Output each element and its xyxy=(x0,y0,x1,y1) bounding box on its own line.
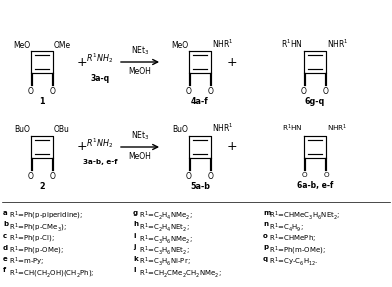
Text: NHR$^1$: NHR$^1$ xyxy=(212,37,234,49)
Text: +: + xyxy=(77,55,87,69)
Text: R$^1$=Ph(p-piperidine);: R$^1$=Ph(p-piperidine); xyxy=(7,210,83,222)
Text: R$^1$=C$_3$H$_6$NEt$_2$;: R$^1$=C$_3$H$_6$NEt$_2$; xyxy=(138,245,190,257)
Text: NEt$_3$: NEt$_3$ xyxy=(131,44,149,57)
Text: MeOH: MeOH xyxy=(129,67,151,76)
Text: O: O xyxy=(50,87,56,96)
Text: O: O xyxy=(28,172,34,181)
Text: R$^1$=m-Py;: R$^1$=m-Py; xyxy=(7,256,45,268)
Text: R$^1$=CHMePh;: R$^1$=CHMePh; xyxy=(267,233,317,245)
Text: k: k xyxy=(133,256,138,262)
Text: h: h xyxy=(133,222,138,228)
Text: a: a xyxy=(3,210,7,216)
Text: 3a-q: 3a-q xyxy=(91,74,109,83)
Text: d: d xyxy=(3,245,8,251)
Text: O: O xyxy=(208,172,214,181)
Text: R$^1$=Cy-C$_6$H$_{12}$.: R$^1$=Cy-C$_6$H$_{12}$. xyxy=(267,256,319,269)
Text: O: O xyxy=(186,87,192,96)
Text: MeO: MeO xyxy=(171,40,188,49)
Text: R$^1$HN: R$^1$HN xyxy=(282,123,303,135)
Text: +: + xyxy=(227,141,237,154)
Text: R$^1$=C$_4$H$_9$;: R$^1$=C$_4$H$_9$; xyxy=(267,222,304,234)
Text: i: i xyxy=(133,233,136,239)
Text: BuO: BuO xyxy=(172,125,188,135)
Text: R$^1$=Ph(m-OMe);: R$^1$=Ph(m-OMe); xyxy=(267,245,327,257)
Text: O: O xyxy=(50,172,56,181)
Text: n: n xyxy=(263,222,268,228)
Text: f: f xyxy=(3,267,6,274)
Text: j: j xyxy=(133,245,136,251)
Text: +: + xyxy=(77,141,87,154)
Text: OBu: OBu xyxy=(54,125,70,135)
Text: R$^1$=C$_3$H$_6$NMe$_2$;: R$^1$=C$_3$H$_6$NMe$_2$; xyxy=(138,233,193,245)
Text: 4a-f: 4a-f xyxy=(191,97,209,106)
Text: o: o xyxy=(263,233,268,239)
Text: O: O xyxy=(208,87,214,96)
Text: e: e xyxy=(3,256,8,262)
Text: R$^1$=CH(CH$_2$OH)(CH$_2$Ph);: R$^1$=CH(CH$_2$OH)(CH$_2$Ph); xyxy=(7,267,95,280)
Text: R$^1$=C$_3$H$_6$Ni-Pr;: R$^1$=C$_3$H$_6$Ni-Pr; xyxy=(138,256,191,269)
Text: $R^1NH_2$: $R^1NH_2$ xyxy=(87,136,114,150)
Text: b: b xyxy=(3,222,8,228)
Text: 2: 2 xyxy=(39,182,45,191)
Text: q: q xyxy=(263,256,268,262)
Text: c: c xyxy=(3,233,7,239)
Text: NHR$^1$: NHR$^1$ xyxy=(327,37,348,49)
Text: 6g-q: 6g-q xyxy=(305,97,325,106)
Text: p: p xyxy=(263,245,268,251)
Text: m: m xyxy=(263,210,270,216)
Text: O: O xyxy=(301,172,307,178)
Text: NHR$^1$: NHR$^1$ xyxy=(212,122,234,135)
Text: MeO: MeO xyxy=(13,40,30,49)
Text: R$^1$=Ph(p-Cl);: R$^1$=Ph(p-Cl); xyxy=(7,233,55,245)
Text: l: l xyxy=(133,267,136,274)
Text: BuO: BuO xyxy=(14,125,30,135)
Text: R$^1$=CH$_2$CMe$_2$CH$_2$NMe$_2$;: R$^1$=CH$_2$CMe$_2$CH$_2$NMe$_2$; xyxy=(138,267,222,280)
Text: 6a-b, e-f: 6a-b, e-f xyxy=(297,181,333,190)
Text: 3a-b, e-f: 3a-b, e-f xyxy=(83,159,117,165)
Text: R$^1$=CHMeC$_3$H$_6$NEt$_2$;: R$^1$=CHMeC$_3$H$_6$NEt$_2$; xyxy=(267,210,341,222)
Text: R$^1$=C$_2$H$_4$NEt$_2$;: R$^1$=C$_2$H$_4$NEt$_2$; xyxy=(138,222,190,234)
Text: $R^1NH_2$: $R^1NH_2$ xyxy=(87,51,114,65)
Text: 5a-b: 5a-b xyxy=(190,182,210,191)
Text: O: O xyxy=(301,87,307,96)
Text: NEt$_3$: NEt$_3$ xyxy=(131,129,149,142)
Text: O: O xyxy=(323,87,329,96)
Text: 1: 1 xyxy=(39,97,45,106)
Text: O: O xyxy=(323,172,329,178)
Text: R$^1$=C$_2$H$_4$NMe$_2$;: R$^1$=C$_2$H$_4$NMe$_2$; xyxy=(138,210,193,222)
Text: R$^1$HN: R$^1$HN xyxy=(281,37,303,49)
Text: R$^1$=Ph(p-OMe);: R$^1$=Ph(p-OMe); xyxy=(7,245,64,257)
Text: +: + xyxy=(227,55,237,69)
Text: MeOH: MeOH xyxy=(129,152,151,161)
Text: R$^1$=Ph(p-CMe$_3$);: R$^1$=Ph(p-CMe$_3$); xyxy=(7,222,67,234)
Text: OMe: OMe xyxy=(54,40,71,49)
Text: NHR$^1$: NHR$^1$ xyxy=(327,123,347,135)
Text: g: g xyxy=(133,210,138,216)
Text: O: O xyxy=(186,172,192,181)
Text: O: O xyxy=(28,87,34,96)
